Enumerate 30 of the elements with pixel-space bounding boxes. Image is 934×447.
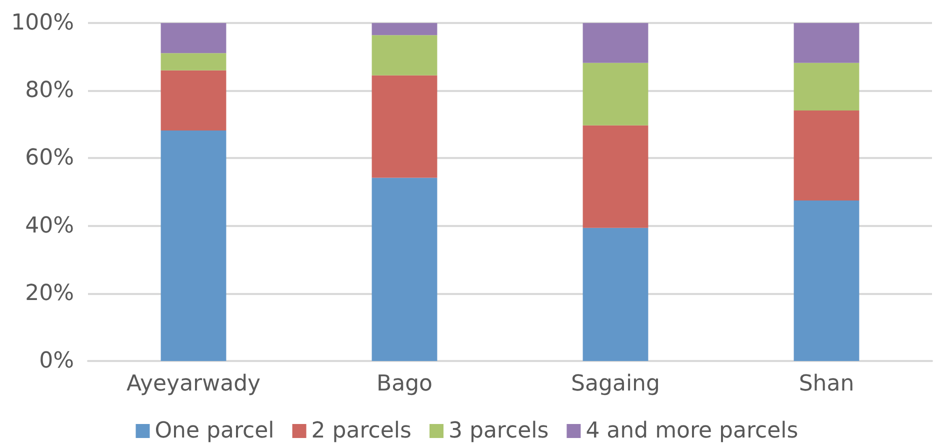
bar bbox=[582, 23, 648, 63]
legend-label: 2 parcels bbox=[311, 418, 412, 444]
bar bbox=[582, 228, 648, 361]
y-tick-label: 20% bbox=[25, 280, 74, 306]
x-tick-label: Ayeyarwady bbox=[126, 372, 261, 396]
bar bbox=[160, 130, 226, 361]
bar bbox=[160, 23, 226, 54]
bar bbox=[160, 70, 226, 130]
bar bbox=[372, 75, 438, 178]
y-tick-label: 60% bbox=[25, 146, 74, 171]
bar bbox=[794, 62, 860, 111]
x-tick-label: Sagaing bbox=[571, 372, 660, 396]
bar bbox=[372, 178, 438, 361]
y-tick-label: 80% bbox=[25, 78, 74, 104]
bar bbox=[794, 23, 860, 63]
y-tick-label: 0% bbox=[39, 348, 74, 374]
legend-label: 4 and more parcels bbox=[586, 418, 798, 444]
bar bbox=[160, 53, 226, 70]
x-tick-label: Shan bbox=[798, 372, 854, 396]
y-tick-label: 40% bbox=[25, 213, 74, 238]
bar bbox=[372, 23, 438, 36]
y-tick-label: 100% bbox=[11, 10, 74, 36]
bar bbox=[794, 110, 860, 200]
bar bbox=[372, 35, 438, 76]
x-tick-label: Bago bbox=[376, 372, 432, 396]
legend-label: One parcel bbox=[154, 418, 274, 444]
legend-label: 3 parcels bbox=[448, 418, 549, 444]
bar bbox=[794, 200, 860, 361]
bar bbox=[582, 125, 648, 228]
bar bbox=[582, 62, 648, 126]
